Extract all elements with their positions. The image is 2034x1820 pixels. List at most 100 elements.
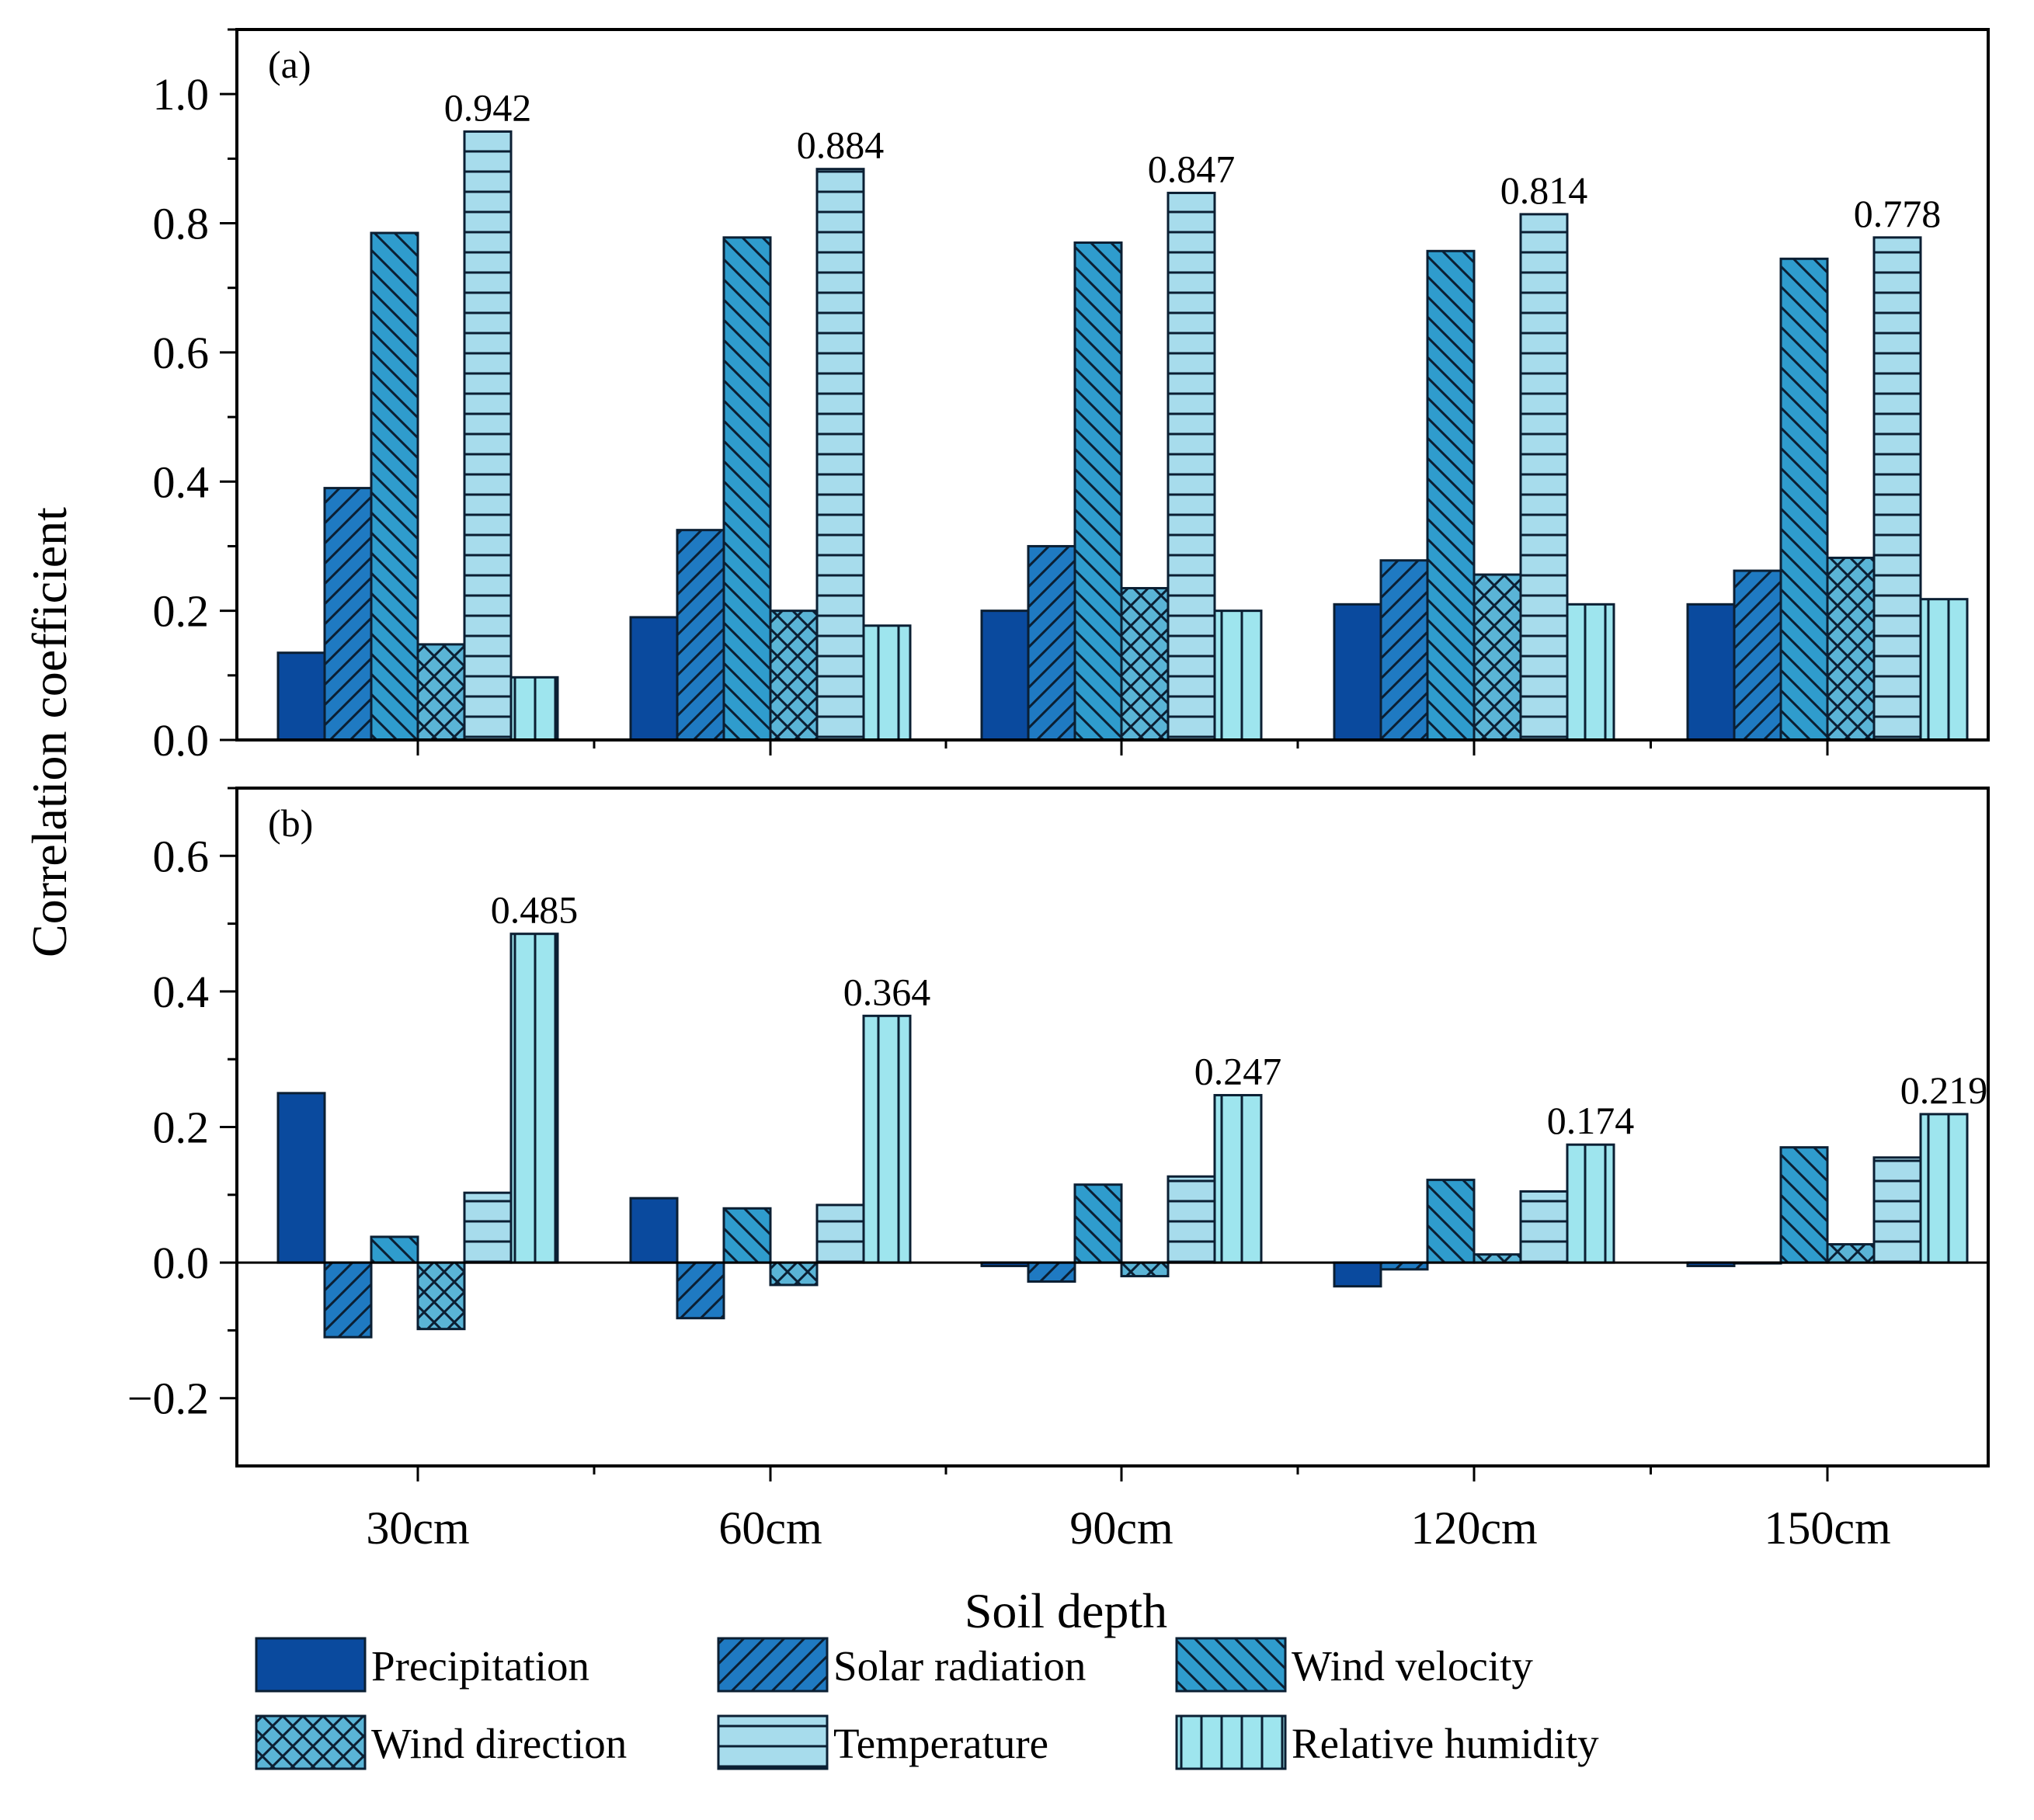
panel-b-ytick-label: 0.2 xyxy=(153,1103,210,1153)
panel-a-bar-precipitation-30cm xyxy=(276,651,326,742)
panel-b-bar-solar-radiation-30cm xyxy=(323,1261,373,1339)
panel-b-bar-precipitation-120cm xyxy=(1333,1261,1382,1288)
panel-a-ytick-label: 0.8 xyxy=(153,199,210,249)
x-axis-title: Soil depth xyxy=(965,1583,1167,1638)
category-label-150cm: 150cm xyxy=(1764,1502,1890,1554)
panel-a-bar-temperature-30cm xyxy=(463,130,513,742)
panel-a-label: (a) xyxy=(268,43,311,86)
legend-label-wind-velocity: Wind velocity xyxy=(1292,1642,1533,1690)
panel-a-bar-relative-humidity-60cm xyxy=(862,624,912,742)
panel-a-bar-precipitation-120cm xyxy=(1333,603,1382,742)
panel-a-data-label-120cm: 0.814 xyxy=(1500,168,1588,212)
panel-b-bar-wind-velocity-150cm xyxy=(1779,1146,1829,1264)
legend-swatch-temperature xyxy=(717,1714,829,1770)
panel-b-bar-wind-velocity-60cm xyxy=(722,1207,772,1264)
panel-b-bar-temperature-150cm xyxy=(1872,1156,1922,1264)
panel-a-data-label-60cm: 0.884 xyxy=(797,123,885,167)
panel-a-ytick-label: 0.2 xyxy=(153,586,210,637)
legend-label-wind-direction: Wind direction xyxy=(371,1720,627,1767)
panel-a-data-label-90cm: 0.847 xyxy=(1148,147,1236,190)
panel-a-bar-solar-radiation-30cm xyxy=(323,487,373,742)
panel-a-bar-wind-direction-60cm xyxy=(769,610,819,742)
panel-a-data-label-30cm: 0.942 xyxy=(444,85,532,129)
panel-b-bar-wind-velocity-90cm xyxy=(1073,1183,1123,1264)
panel-b-label: (b) xyxy=(268,801,313,845)
panel-a-bar-solar-radiation-90cm xyxy=(1027,544,1076,742)
panel-b-bar-wind-direction-60cm xyxy=(769,1261,819,1287)
panel-b-bar-temperature-60cm xyxy=(815,1203,865,1264)
legend-swatch-precipitation xyxy=(255,1637,367,1693)
panel-b-ytick-label: 0.6 xyxy=(153,831,210,881)
panel-a-bar-temperature-90cm xyxy=(1167,191,1216,742)
panel-b-data-label-150cm: 0.219 xyxy=(1900,1068,1988,1112)
panel-a-bar-relative-humidity-150cm xyxy=(1919,598,1969,742)
legend-swatch-relative-humidity xyxy=(1175,1714,1287,1770)
panel-a-bar-relative-humidity-30cm xyxy=(509,676,559,742)
y-axis-title: Correlation coefficient xyxy=(22,507,77,957)
panel-a-data-label-150cm: 0.778 xyxy=(1854,192,1942,235)
category-label-120cm: 120cm xyxy=(1410,1502,1537,1554)
panel-a-ytick-label: 0.0 xyxy=(153,715,210,766)
panel-a-ytick-label: 1.0 xyxy=(153,69,210,120)
panel-b-data-label-120cm: 0.174 xyxy=(1547,1099,1635,1142)
legend-label-precipitation: Precipitation xyxy=(371,1642,589,1690)
panel-b-bar-relative-humidity-150cm xyxy=(1919,1113,1969,1264)
panel-a-bar-solar-radiation-60cm xyxy=(676,529,725,742)
category-label-30cm: 30cm xyxy=(366,1502,469,1554)
panel-b-bar-wind-direction-90cm xyxy=(1120,1261,1170,1278)
panel-b-bar-temperature-30cm xyxy=(463,1191,513,1264)
panel-b-bar-wind-direction-120cm xyxy=(1472,1253,1522,1264)
panel-b-bar-solar-radiation-90cm xyxy=(1027,1261,1076,1283)
panel-a-bar-wind-velocity-30cm xyxy=(370,231,419,742)
panel-b-bar-relative-humidity-30cm xyxy=(509,933,559,1264)
panel-a-bar-wind-velocity-150cm xyxy=(1779,257,1829,742)
panel-b-bar-wind-direction-150cm xyxy=(1826,1243,1876,1264)
panel-a-bar-precipitation-90cm xyxy=(980,610,1030,742)
panel-b-data-label-60cm: 0.364 xyxy=(843,970,931,1013)
legend-label-temperature: Temperature xyxy=(833,1720,1048,1767)
panel-a-bar-temperature-60cm xyxy=(815,168,865,742)
legend-swatch-wind-velocity xyxy=(1175,1637,1287,1693)
panel-b-bar-solar-radiation-60cm xyxy=(676,1261,725,1320)
panel-a-bar-solar-radiation-120cm xyxy=(1379,559,1429,742)
panel-b-ytick-label: −0.2 xyxy=(127,1374,209,1424)
panel-a-bar-wind-direction-30cm xyxy=(416,643,466,742)
panel-a-bar-wind-velocity-60cm xyxy=(722,236,772,742)
legend-label-solar-radiation: Solar radiation xyxy=(833,1642,1086,1690)
panel-b-bar-precipitation-30cm xyxy=(276,1092,326,1264)
panel-b-bar-relative-humidity-120cm xyxy=(1566,1143,1615,1264)
panel-b-bar-temperature-120cm xyxy=(1519,1190,1569,1264)
panel-a-bar-wind-direction-120cm xyxy=(1472,573,1522,742)
panel-a-bar-precipitation-60cm xyxy=(629,616,679,742)
panel-b-ytick-label: 0.0 xyxy=(153,1238,210,1288)
panel-a-bar-relative-humidity-120cm xyxy=(1566,603,1615,742)
panel-a-bar-temperature-150cm xyxy=(1872,236,1922,742)
panel-a-bar-solar-radiation-150cm xyxy=(1733,569,1782,742)
panel-b-bar-wind-velocity-120cm xyxy=(1426,1179,1476,1264)
legend-swatch-solar-radiation xyxy=(717,1637,829,1693)
panel-a-bar-wind-direction-150cm xyxy=(1826,556,1876,742)
panel-b-bar-relative-humidity-60cm xyxy=(862,1014,912,1264)
panel-a-ytick-label: 0.4 xyxy=(153,457,210,507)
legend-label-relative-humidity: Relative humidity xyxy=(1292,1720,1599,1767)
panel-a-bar-wind-direction-90cm xyxy=(1120,587,1170,742)
panel-b-bar-precipitation-60cm xyxy=(629,1197,679,1264)
panel-b-data-label-90cm: 0.247 xyxy=(1194,1049,1282,1092)
panel-b-ytick-label: 0.4 xyxy=(153,967,210,1017)
panel-b-bar-relative-humidity-90cm xyxy=(1213,1093,1263,1264)
panel-a-ytick-label: 0.6 xyxy=(153,328,210,378)
category-label-60cm: 60cm xyxy=(718,1502,822,1554)
panel-a-bar-temperature-120cm xyxy=(1519,213,1569,742)
panel-b-data-label-30cm: 0.485 xyxy=(491,888,579,932)
panel-a-bar-wind-velocity-90cm xyxy=(1073,241,1123,742)
category-label-90cm: 90cm xyxy=(1069,1502,1173,1554)
panel-b-bar-wind-velocity-30cm xyxy=(370,1235,419,1264)
legend-swatch-wind-direction xyxy=(255,1714,367,1770)
panel-b-bar-wind-direction-30cm xyxy=(416,1261,466,1331)
panel-a-bar-precipitation-150cm xyxy=(1686,603,1736,742)
panel-a-bar-wind-velocity-120cm xyxy=(1426,249,1476,742)
panel-a-frame xyxy=(235,28,1990,742)
panel-b-bar-temperature-90cm xyxy=(1167,1175,1216,1264)
panel-a-bar-relative-humidity-90cm xyxy=(1213,610,1263,742)
